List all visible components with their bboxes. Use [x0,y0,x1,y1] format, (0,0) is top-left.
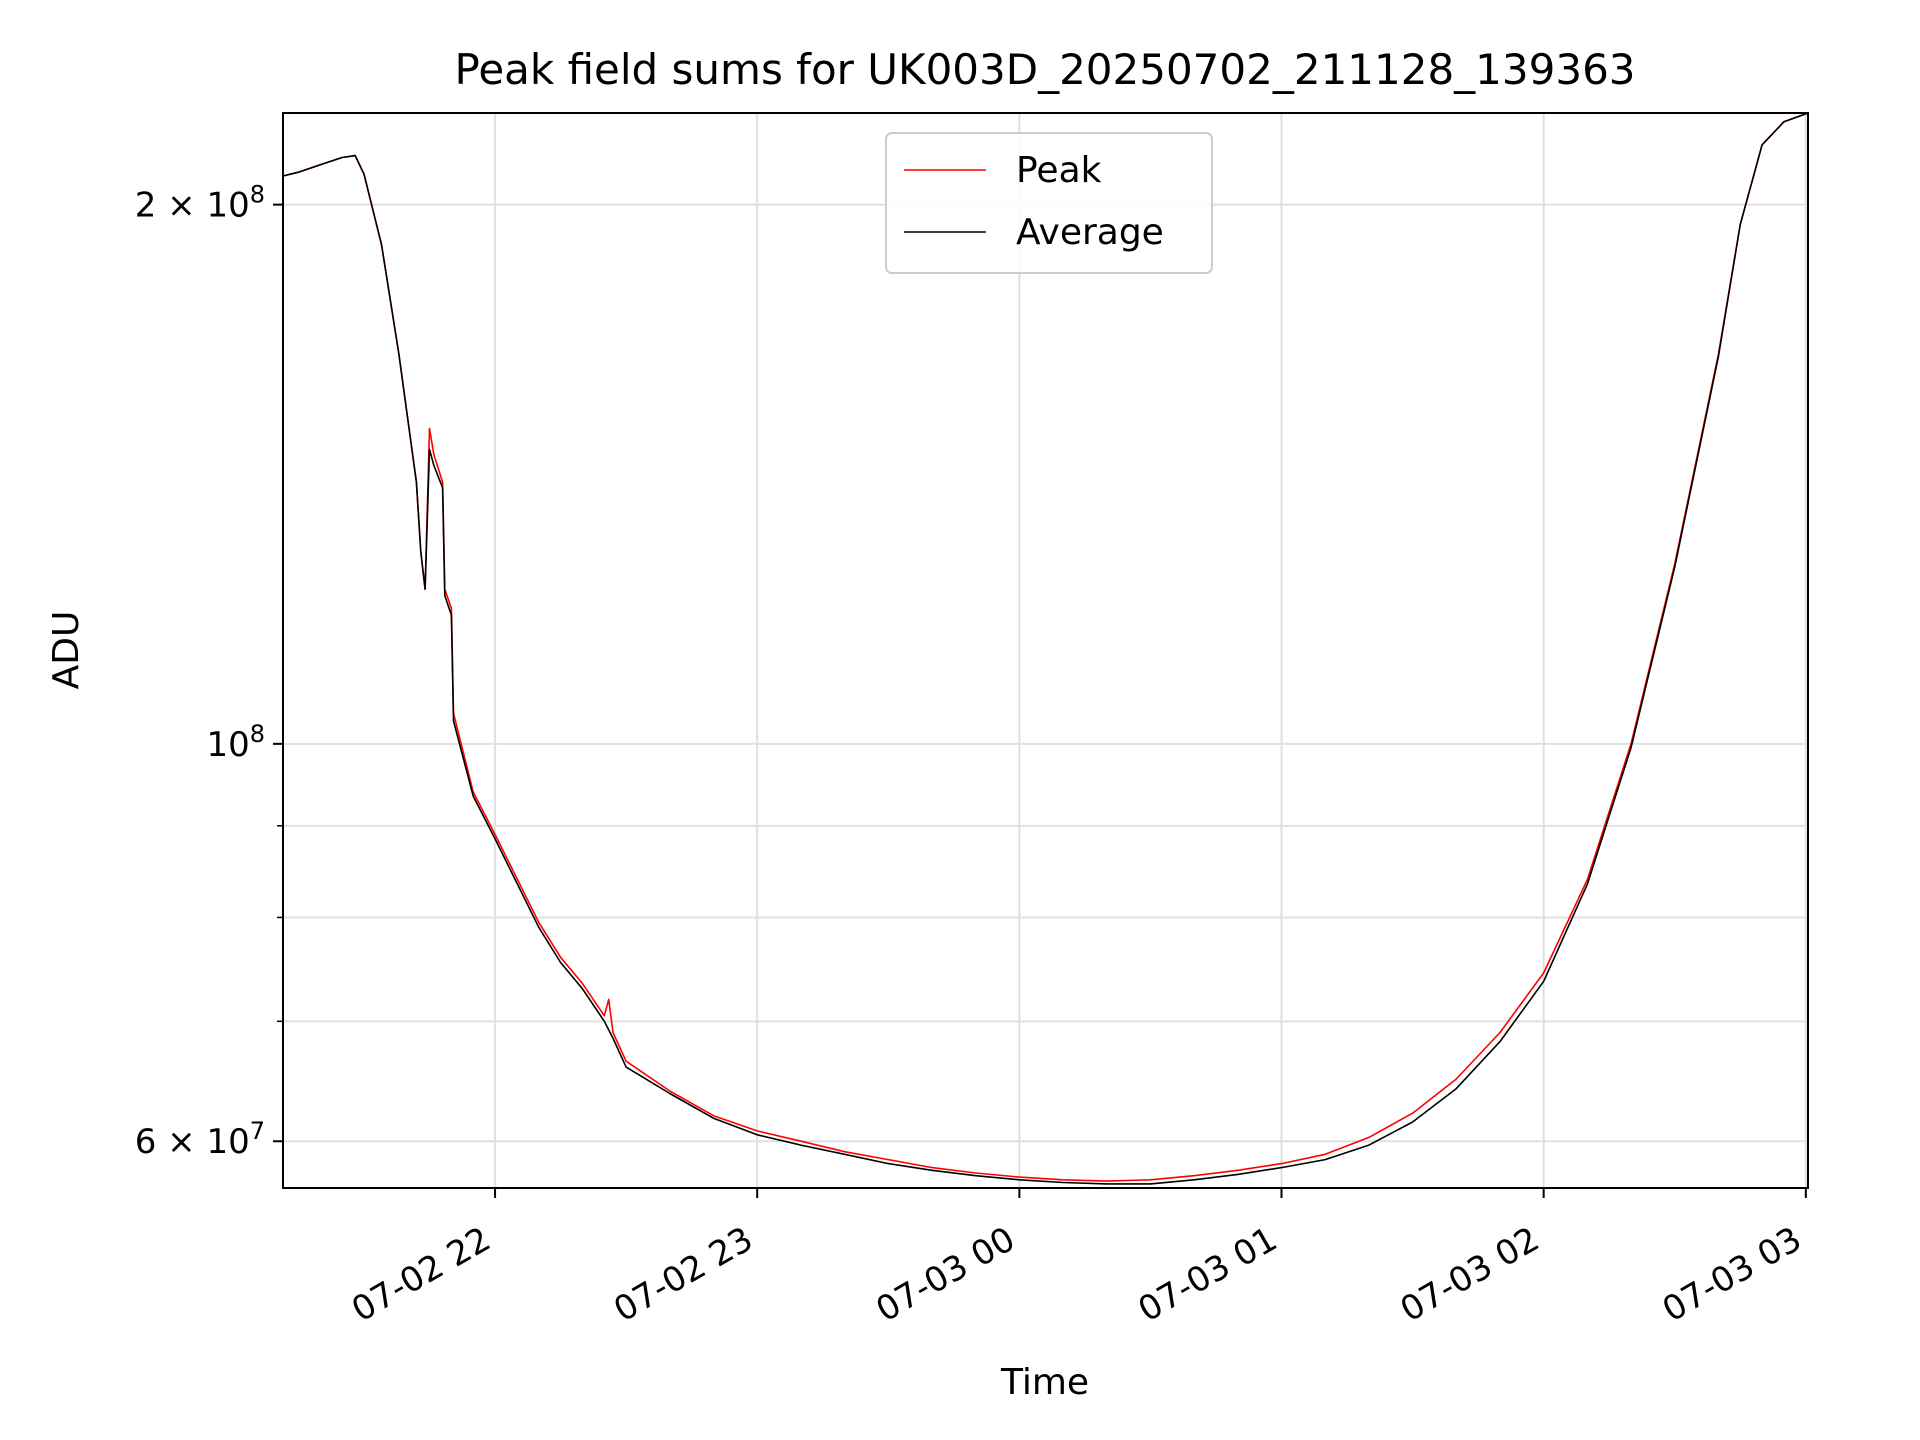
y-tick-label: 2 × 108 [135,181,265,226]
chart-title: Peak field sums for UK003D_20250702_2111… [454,45,1635,94]
series-layer [282,112,1809,1185]
x-axis-label: Time [1000,1362,1089,1403]
y-axis-ticks: 6 × 107 108 2 × 108 [135,181,283,1162]
legend-box [885,132,1213,274]
legend-label-peak: Peak [1016,150,1102,191]
series-line-average [282,112,1809,1185]
y-tick-label: 108 [206,720,265,765]
plot-frame [282,112,1809,1189]
y-axis-label: ADU [46,611,87,690]
y-tick-label: 6 × 107 [135,1117,265,1162]
legend-label-average: Average [1016,212,1164,253]
legend: Peak Average [885,132,1213,274]
